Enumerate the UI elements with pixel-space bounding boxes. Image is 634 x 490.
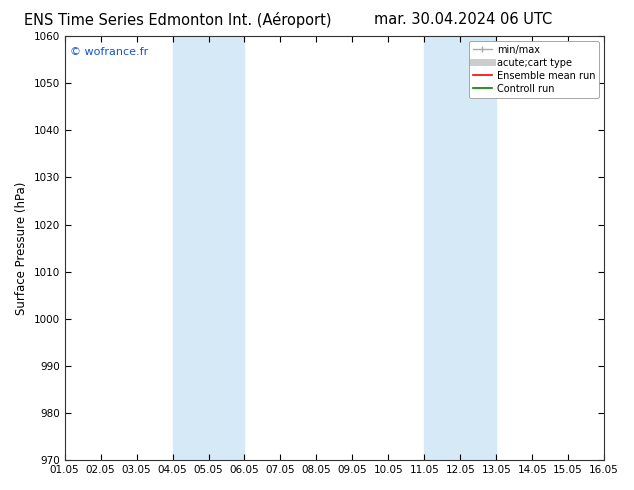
Bar bbox=[424, 36, 496, 460]
Text: mar. 30.04.2024 06 UTC: mar. 30.04.2024 06 UTC bbox=[373, 12, 552, 27]
Text: © wofrance.fr: © wofrance.fr bbox=[70, 47, 148, 57]
Text: ENS Time Series Edmonton Int. (Aéroport): ENS Time Series Edmonton Int. (Aéroport) bbox=[23, 12, 332, 28]
Y-axis label: Surface Pressure (hPa): Surface Pressure (hPa) bbox=[15, 181, 28, 315]
Bar bbox=[172, 36, 245, 460]
Legend: min/max, acute;cart type, Ensemble mean run, Controll run: min/max, acute;cart type, Ensemble mean … bbox=[469, 41, 599, 98]
